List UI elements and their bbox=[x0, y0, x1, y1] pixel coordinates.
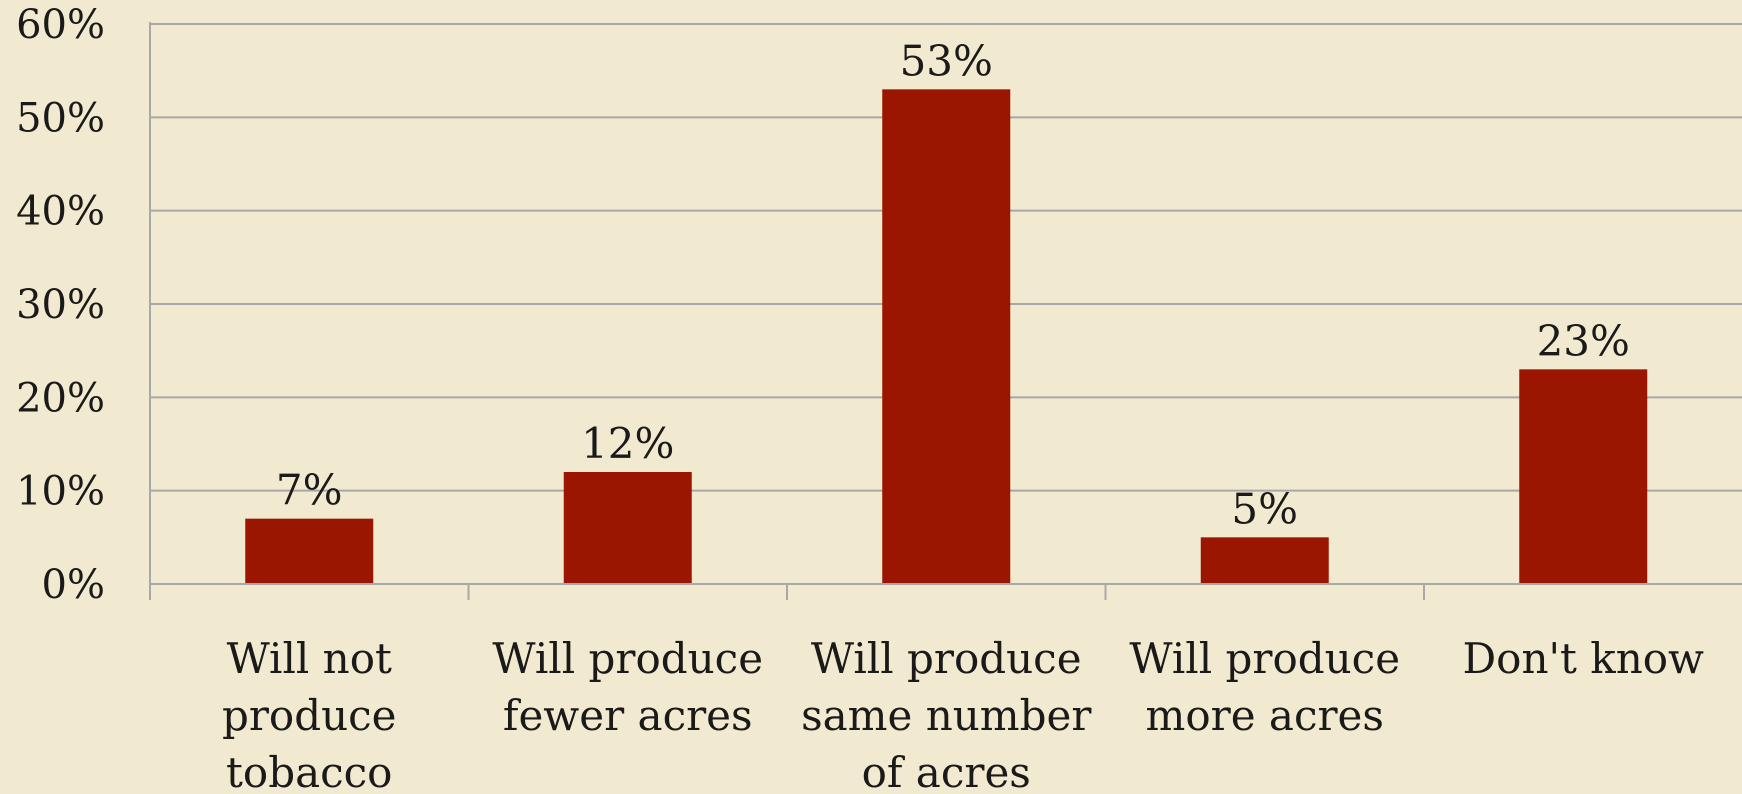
category-label-line: same number bbox=[801, 691, 1092, 740]
category-label: Will not produce tobacco bbox=[222, 634, 397, 794]
y-tick-label: 10% bbox=[16, 469, 105, 515]
category-labels: Will not produce tobacco Will produce fewer … bbox=[222, 634, 1704, 794]
y-tick-label: 50% bbox=[16, 95, 105, 141]
category-label-line: Will produce bbox=[492, 634, 763, 683]
y-tick-label: 0% bbox=[42, 562, 105, 608]
category-label: Will produce more acres bbox=[1129, 634, 1400, 740]
category-label-line: of acres bbox=[862, 748, 1031, 794]
data-label: 7% bbox=[276, 466, 343, 515]
y-tick-label: 30% bbox=[16, 282, 105, 328]
data-label: 23% bbox=[1537, 316, 1630, 365]
bars bbox=[245, 89, 1648, 584]
bar bbox=[245, 518, 374, 584]
data-label: 5% bbox=[1231, 484, 1298, 533]
y-axis-tick-labels: 0% 10% 20% 30% 40% 50% 60% bbox=[16, 2, 105, 608]
data-label: 53% bbox=[900, 36, 993, 85]
category-label-line: Don't know bbox=[1462, 634, 1704, 683]
category-label: Will produce same number of acres bbox=[801, 634, 1092, 794]
category-label-line: Will produce bbox=[1129, 634, 1400, 683]
y-tick-label: 20% bbox=[16, 375, 105, 421]
category-label-line: Will not bbox=[227, 634, 392, 683]
category-label-line: produce bbox=[222, 691, 397, 740]
category-label-line: fewer acres bbox=[503, 691, 753, 740]
data-label: 12% bbox=[581, 419, 674, 468]
bar bbox=[1200, 537, 1329, 584]
bar bbox=[563, 472, 692, 584]
bar bbox=[882, 89, 1011, 584]
category-label-line: tobacco bbox=[226, 748, 392, 794]
x-axis bbox=[149, 22, 1742, 600]
y-tick-label: 40% bbox=[16, 189, 105, 235]
bar bbox=[1519, 369, 1648, 584]
category-label-line: Will produce bbox=[811, 634, 1082, 683]
category-label-line: more acres bbox=[1146, 691, 1384, 740]
category-label: Will produce fewer acres bbox=[492, 634, 763, 740]
data-labels: 7% 12% 53% 5% 23% bbox=[276, 36, 1630, 533]
y-tick-label: 60% bbox=[16, 2, 105, 48]
category-label: Don't know bbox=[1462, 634, 1704, 683]
